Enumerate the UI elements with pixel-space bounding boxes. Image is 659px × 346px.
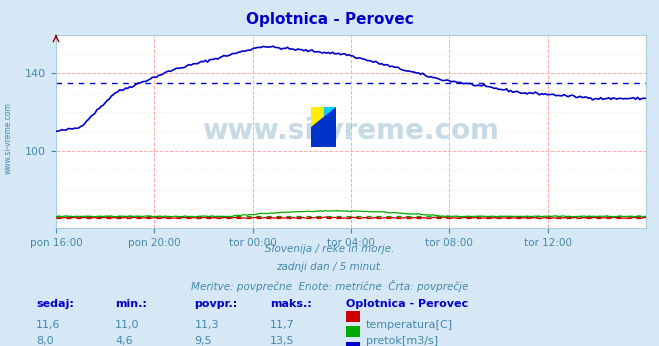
Text: zadnji dan / 5 minut.: zadnji dan / 5 minut. [276,262,383,272]
Text: 11,7: 11,7 [270,320,295,330]
Text: 9,5: 9,5 [194,336,212,346]
Text: 13,5: 13,5 [270,336,295,346]
Text: povpr.:: povpr.: [194,299,238,309]
Text: www.si-vreme.com: www.si-vreme.com [202,118,500,145]
Text: Oplotnica - Perovec: Oplotnica - Perovec [246,12,413,27]
Bar [324,107,336,127]
Polygon shape [311,107,336,127]
Text: 11,3: 11,3 [194,320,219,330]
Text: 11,0: 11,0 [115,320,140,330]
Text: sedaj:: sedaj: [36,299,74,309]
Text: 8,0: 8,0 [36,336,54,346]
Text: pretok[m3/s]: pretok[m3/s] [366,336,438,346]
Text: temperatura[C]: temperatura[C] [366,320,453,330]
Text: Meritve: povprečne  Enote: metrične  Črta: povprečje: Meritve: povprečne Enote: metrične Črta:… [191,280,468,292]
Text: maks.:: maks.: [270,299,312,309]
Text: min.:: min.: [115,299,147,309]
Text: www.si-vreme.com: www.si-vreme.com [3,102,13,174]
Bar [311,107,324,127]
Text: Slovenija / reke in morje.: Slovenija / reke in morje. [265,244,394,254]
Text: Oplotnica - Perovec: Oplotnica - Perovec [346,299,468,309]
Text: 4,6: 4,6 [115,336,133,346]
Bar [311,127,336,147]
Text: 11,6: 11,6 [36,320,61,330]
